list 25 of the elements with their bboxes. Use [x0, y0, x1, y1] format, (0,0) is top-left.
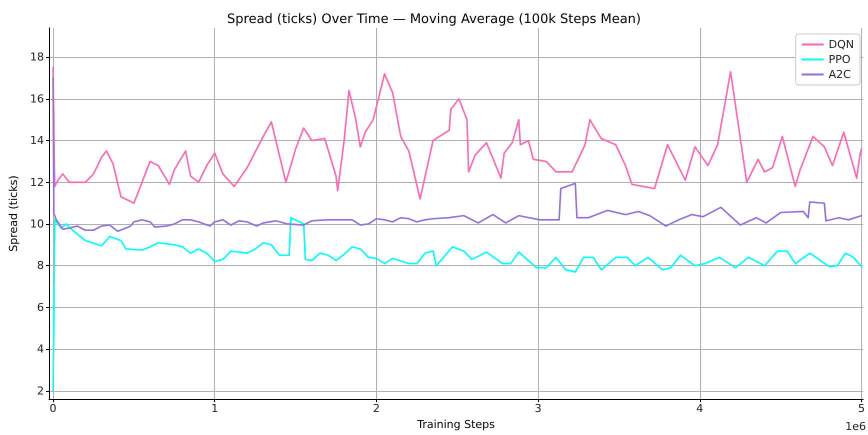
text: 1e6	[845, 420, 866, 433]
y-tick-label: 2	[37, 384, 44, 398]
y-tick-label: 16	[30, 92, 44, 106]
y-tick-label: 18	[30, 50, 44, 64]
line-series	[52, 66, 862, 204]
x-axis-title: Training Steps	[416, 418, 496, 431]
y-tick-label: 4	[37, 342, 44, 356]
x-tick-label: 2	[372, 402, 380, 416]
y-tick-label: 12	[30, 176, 44, 189]
x-tick-label: 1	[211, 402, 218, 416]
legend-label: DQN	[828, 38, 854, 51]
legend-label: PPO	[828, 53, 851, 66]
legend-label: A2C	[828, 68, 852, 81]
y-tick-label: 10	[30, 217, 44, 230]
y-tick-label: 6	[37, 300, 44, 314]
line-series	[52, 77, 862, 232]
y-tick-label: 14	[30, 134, 44, 148]
x-tick-label: 3	[534, 402, 542, 416]
x-tick-label: 5	[858, 402, 866, 416]
line-series	[52, 216, 862, 392]
chart-title: Spread (ticks) Over Time — Moving Average (100k Steps Mean)	[227, 12, 641, 27]
x-tick-label: 0	[50, 402, 57, 416]
x-tick-label: 4	[696, 402, 704, 416]
y-tick-label: 8	[37, 259, 44, 272]
y-axis-title: Spread (ticks)	[7, 175, 20, 252]
